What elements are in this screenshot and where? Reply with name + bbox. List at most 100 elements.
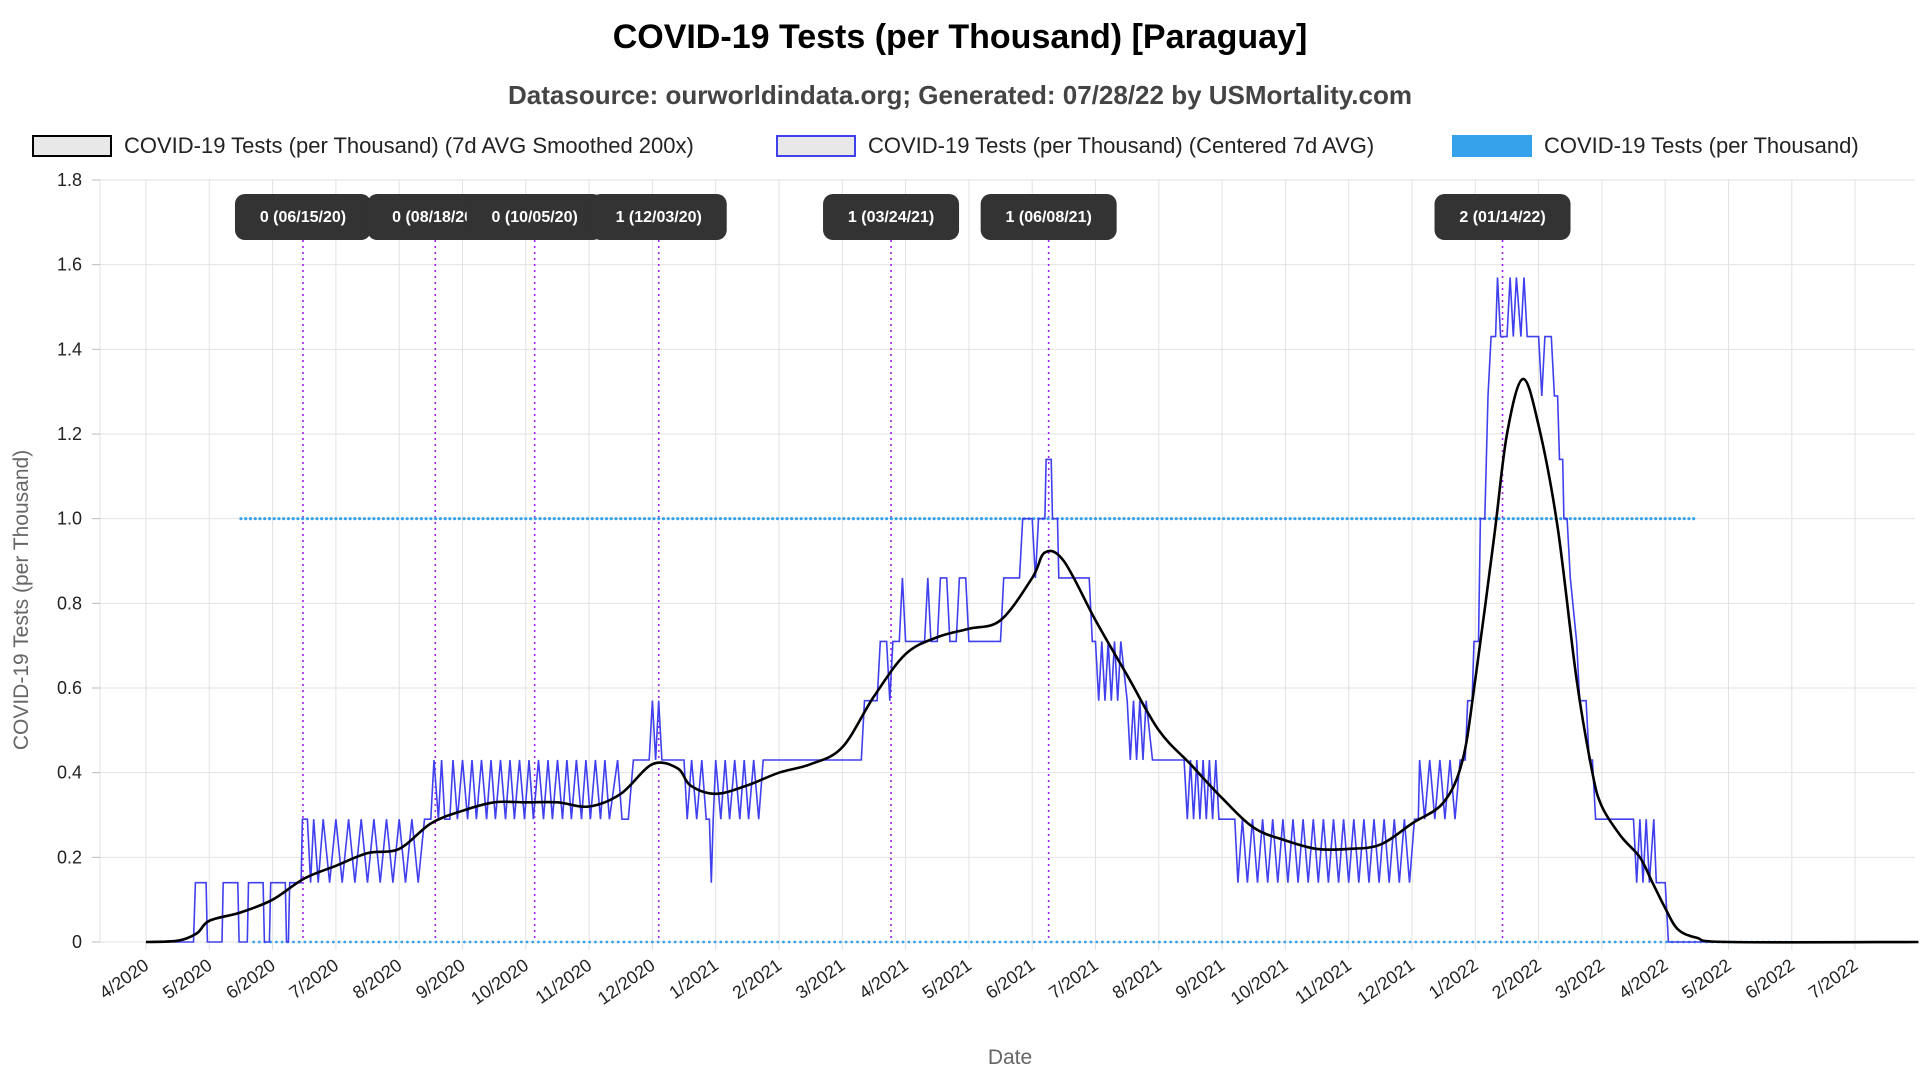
raw-point-zero — [1066, 940, 1070, 944]
raw-point — [1169, 517, 1174, 521]
raw-point — [1402, 517, 1406, 521]
raw-point — [733, 517, 737, 521]
raw-point — [1112, 517, 1117, 521]
annotation-label: 2 (01/14/22) — [1459, 209, 1545, 226]
raw-point-zero — [280, 940, 284, 944]
raw-point-zero — [400, 940, 404, 944]
raw-point — [1445, 517, 1449, 521]
raw-point — [263, 517, 267, 521]
raw-point-zero — [782, 940, 785, 944]
raw-point — [1274, 517, 1278, 521]
raw-point — [329, 517, 333, 521]
raw-point-zero — [252, 940, 256, 944]
raw-point-zero — [502, 940, 506, 944]
raw-point-zero — [816, 940, 820, 944]
raw-point-zero — [360, 940, 364, 944]
raw-point — [244, 517, 248, 521]
raw-point — [1606, 517, 1610, 521]
raw-point-zero — [1140, 940, 1144, 944]
y-axis: 0 0.2 0.4 0.6 0.8 1.0 1.2 1.4 1.6 1.8 — [57, 170, 100, 952]
raw-point — [1136, 517, 1140, 521]
raw-point — [1046, 517, 1050, 521]
raw-point-zero — [497, 940, 500, 944]
raw-point — [1540, 517, 1544, 521]
raw-point-zero — [542, 940, 546, 944]
raw-point — [1663, 517, 1667, 521]
raw-point-zero — [320, 940, 324, 944]
raw-point — [301, 517, 305, 521]
raw-point-zero — [856, 940, 859, 944]
x-tick-label: 5/2020 — [159, 955, 216, 1003]
raw-point — [785, 517, 789, 521]
raw-point — [248, 517, 253, 521]
raw-point-zero — [1579, 940, 1583, 944]
raw-point — [581, 517, 585, 521]
raw-point-zero — [474, 940, 478, 944]
raw-point-zero — [1027, 940, 1030, 944]
raw-point — [1468, 517, 1473, 521]
raw-point-zero — [554, 940, 557, 944]
raw-point-zero — [867, 940, 871, 944]
raw-point-zero — [1129, 940, 1133, 944]
raw-point — [1682, 517, 1686, 521]
raw-point — [1312, 517, 1316, 521]
raw-point — [353, 517, 357, 521]
raw-point — [1625, 517, 1629, 521]
raw-point — [1535, 517, 1539, 521]
legend-item-smoothed[interactable]: COVID-19 Tests (per Thousand) (7d AVG Sm… — [32, 131, 694, 161]
raw-point — [984, 517, 988, 521]
raw-point-zero — [1311, 940, 1315, 944]
legend-item-centered[interactable]: COVID-19 Tests (per Thousand) (Centered … — [776, 131, 1374, 161]
raw-point — [1687, 517, 1691, 521]
raw-point — [989, 517, 993, 521]
raw-point — [1430, 517, 1435, 521]
raw-point — [832, 517, 836, 521]
raw-point — [747, 517, 751, 521]
raw-point — [642, 517, 647, 521]
raw-point — [1544, 517, 1549, 521]
raw-point-zero — [1647, 940, 1651, 944]
raw-point — [443, 517, 447, 521]
x-tick-label: 2/2022 — [1488, 955, 1545, 1003]
raw-point-zero — [292, 940, 295, 944]
raw-point — [1241, 517, 1245, 521]
raw-point-zero — [1101, 940, 1104, 944]
raw-point — [894, 517, 898, 521]
raw-point-zero — [1215, 940, 1218, 944]
raw-point-zero — [508, 940, 512, 944]
raw-point-zero — [1334, 940, 1338, 944]
raw-point — [1497, 517, 1501, 521]
x-tick-label: 7/2022 — [1805, 955, 1862, 1003]
raw-point-zero — [1625, 940, 1628, 944]
x-tick-label: 9/2020 — [412, 955, 469, 1003]
chart-title: COVID-19 Tests (per Thousand) [Paraguay] — [612, 18, 1308, 56]
raw-point-zero — [1420, 940, 1423, 944]
raw-point-zero — [707, 940, 711, 944]
raw-point — [296, 517, 300, 521]
raw-point-zero — [913, 940, 916, 944]
raw-point — [752, 517, 756, 521]
raw-point-zero — [1306, 940, 1309, 944]
raw-point — [1578, 517, 1582, 521]
raw-point-zero — [537, 940, 540, 944]
raw-point-zero — [861, 940, 865, 944]
raw-point-zero — [639, 940, 643, 944]
raw-point — [699, 517, 704, 521]
raw-point-zero — [428, 940, 432, 944]
raw-point-zero — [1180, 940, 1184, 944]
raw-point-zero — [810, 940, 814, 944]
raw-point-zero — [719, 940, 723, 944]
x-tick-label: 6/2020 — [222, 955, 279, 1003]
raw-point-zero — [901, 940, 905, 944]
legend-item-raw[interactable]: COVID-19 Tests (per Thousand) — [1452, 131, 1859, 161]
raw-point — [595, 517, 599, 521]
raw-point-zero — [1294, 940, 1298, 944]
raw-point — [1654, 517, 1658, 521]
raw-point-zero — [354, 940, 358, 944]
centered-series — [146, 277, 1919, 943]
x-tick-label: 4/2022 — [1615, 955, 1672, 1003]
raw-point-zero — [1004, 940, 1008, 944]
raw-point — [899, 517, 903, 521]
raw-point — [433, 517, 438, 521]
x-tick-label: 11/2021 — [1291, 955, 1355, 1008]
